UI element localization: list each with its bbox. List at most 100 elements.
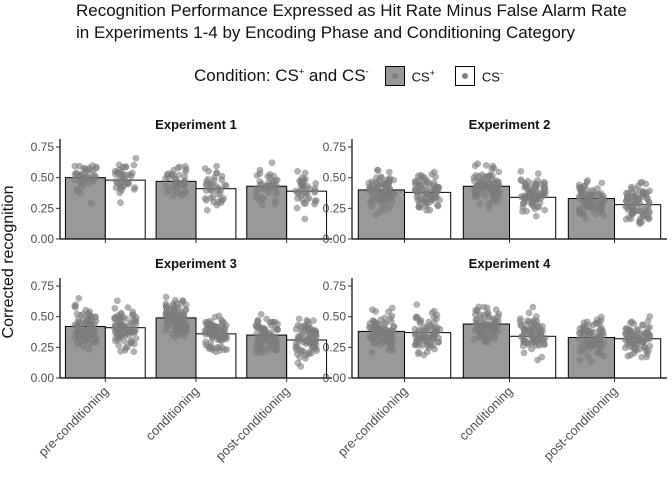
legend-item-cs-minus: CS- — [454, 66, 517, 86]
data-point — [175, 171, 183, 179]
y-tick-label: 0.50 — [323, 310, 347, 324]
data-point — [388, 312, 396, 320]
data-point — [77, 336, 85, 344]
data-point — [165, 312, 173, 319]
x-tick-label: pre-conditioning — [35, 384, 111, 460]
data-point — [622, 216, 630, 223]
data-point — [254, 317, 262, 324]
data-point — [164, 305, 172, 312]
data-point — [114, 297, 121, 305]
data-point — [494, 190, 501, 198]
data-point — [76, 325, 83, 332]
data-point — [172, 296, 179, 304]
data-point — [536, 199, 544, 207]
data-point — [130, 348, 138, 356]
data-point — [219, 318, 227, 326]
y-tick-label: 0.50 — [323, 171, 347, 185]
data-point — [216, 330, 224, 338]
data-point — [179, 310, 187, 317]
data-point — [172, 325, 180, 333]
y-tick-label: 0.75 — [31, 279, 55, 293]
data-point — [117, 199, 124, 206]
data-point — [203, 206, 211, 214]
y-tick-label: 0.25 — [323, 340, 347, 354]
data-point — [91, 313, 99, 321]
y-tick-label: 0.00 — [323, 371, 347, 385]
data-point — [628, 192, 636, 200]
legend-dot — [461, 73, 468, 79]
data-point — [130, 340, 138, 348]
data-point — [482, 162, 490, 169]
panel-title: Experiment 1 — [155, 117, 237, 132]
data-point — [520, 196, 528, 203]
data-point — [213, 183, 220, 190]
y-tick-label: 0.25 — [323, 201, 347, 215]
data-point — [87, 331, 95, 338]
data-point — [212, 323, 220, 330]
data-point — [207, 343, 215, 351]
data-point — [526, 330, 534, 338]
x-tick-label: post-conditioning — [541, 384, 621, 464]
data-point — [627, 319, 634, 327]
data-point — [645, 347, 652, 354]
data-point — [627, 343, 634, 351]
data-point — [580, 324, 588, 331]
data-point — [633, 207, 641, 215]
data-point — [537, 332, 545, 340]
data-point — [272, 318, 279, 326]
data-point — [645, 330, 652, 338]
data-point — [534, 170, 542, 177]
data-point — [635, 335, 643, 342]
data-point — [412, 314, 420, 322]
data-point — [529, 318, 537, 326]
data-point — [117, 329, 124, 337]
panel-title: Experiment 2 — [469, 117, 551, 132]
data-point — [384, 182, 392, 190]
data-point — [576, 209, 584, 217]
x-tick-label: post-conditioning — [213, 384, 293, 464]
data-point — [646, 323, 654, 331]
legend: Condition: CS+ and CS- CS+ CS- — [194, 62, 517, 90]
data-point — [75, 294, 83, 302]
data-point — [525, 309, 533, 317]
data-point — [253, 192, 260, 199]
data-point — [112, 184, 120, 192]
data-point — [639, 188, 647, 196]
data-point — [373, 191, 381, 199]
data-point — [124, 304, 132, 311]
data-point — [372, 340, 379, 347]
data-point — [295, 315, 303, 323]
data-point — [646, 187, 653, 195]
data-point — [592, 320, 600, 327]
data-point — [179, 297, 187, 305]
panel-title: Experiment 4 — [469, 256, 551, 271]
data-point — [381, 320, 389, 328]
data-point — [272, 188, 280, 195]
data-point — [596, 206, 604, 213]
data-point — [207, 317, 214, 325]
data-point — [298, 174, 306, 182]
data-point — [121, 337, 128, 345]
data-point — [590, 328, 598, 336]
y-tick-label: 0.25 — [31, 201, 55, 215]
data-point — [271, 341, 278, 348]
data-point — [257, 310, 265, 318]
data-point — [629, 335, 637, 343]
data-point — [385, 168, 393, 176]
data-point — [517, 167, 525, 175]
data-point — [370, 333, 377, 341]
data-point — [272, 197, 279, 204]
data-point — [434, 201, 441, 209]
data-point — [415, 188, 423, 196]
data-point — [471, 162, 479, 170]
data-point — [540, 183, 547, 191]
data-point — [643, 195, 651, 202]
data-point — [474, 306, 481, 314]
data-point — [297, 363, 305, 370]
data-point — [643, 353, 651, 361]
data-point — [301, 189, 309, 197]
data-point — [221, 181, 228, 189]
data-point — [303, 196, 311, 203]
data-point — [92, 338, 100, 346]
data-point — [624, 352, 632, 360]
